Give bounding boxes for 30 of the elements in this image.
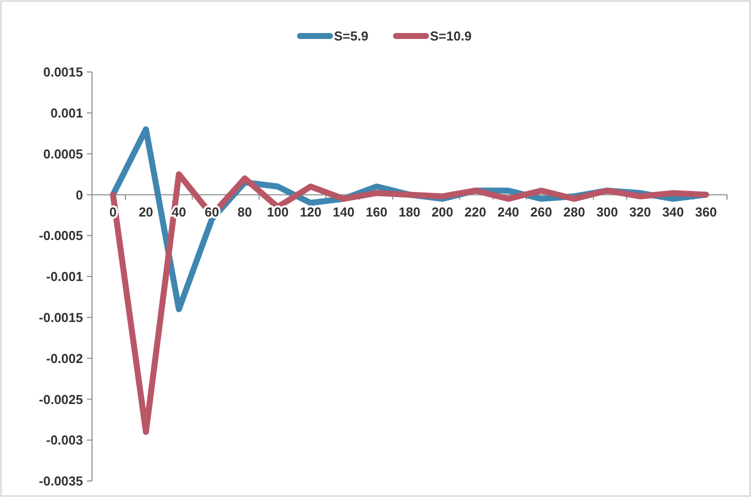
x-tick-label: 100 (266, 204, 289, 220)
x-tick-label: 120 (300, 204, 322, 220)
x-tick-label: 320 (629, 204, 651, 220)
x-tick-label: 140 (332, 204, 354, 220)
x-tick-label: 360 (695, 204, 717, 220)
x-tick-label: 240 (497, 204, 520, 220)
x-tick-label: 60 (204, 204, 220, 220)
y-tick-label: -0.0005 (38, 228, 83, 244)
x-tick-label: 220 (464, 204, 486, 220)
y-tick-label: 0 (76, 187, 83, 202)
y-tick-label: -0.001 (46, 269, 83, 284)
y-tick-label: -0.0035 (38, 474, 83, 489)
x-tick-label: 180 (398, 204, 420, 220)
x-tick-label: 260 (530, 204, 552, 220)
legend-label: S=10.9 (430, 28, 472, 44)
x-tick-label: 300 (596, 204, 618, 220)
y-tick-label: -0.003 (46, 432, 83, 448)
y-tick-label: 0.0015 (43, 64, 83, 80)
y-tick-label: -0.0025 (38, 392, 83, 407)
x-tick-label: 280 (563, 204, 586, 220)
x-tick-label: 340 (662, 204, 684, 220)
x-tick-label: 20 (138, 204, 154, 220)
legend-label: S=5.9 (334, 28, 368, 44)
x-tick-label: 160 (366, 204, 388, 220)
y-tick-label: -0.002 (46, 350, 83, 366)
y-tick-label: -0.0015 (38, 310, 83, 325)
y-tick-label: 0.001 (50, 105, 83, 120)
x-tick-label: 200 (432, 204, 454, 220)
y-tick-label: 0.0005 (43, 146, 83, 162)
x-tick-label: 80 (238, 204, 252, 220)
